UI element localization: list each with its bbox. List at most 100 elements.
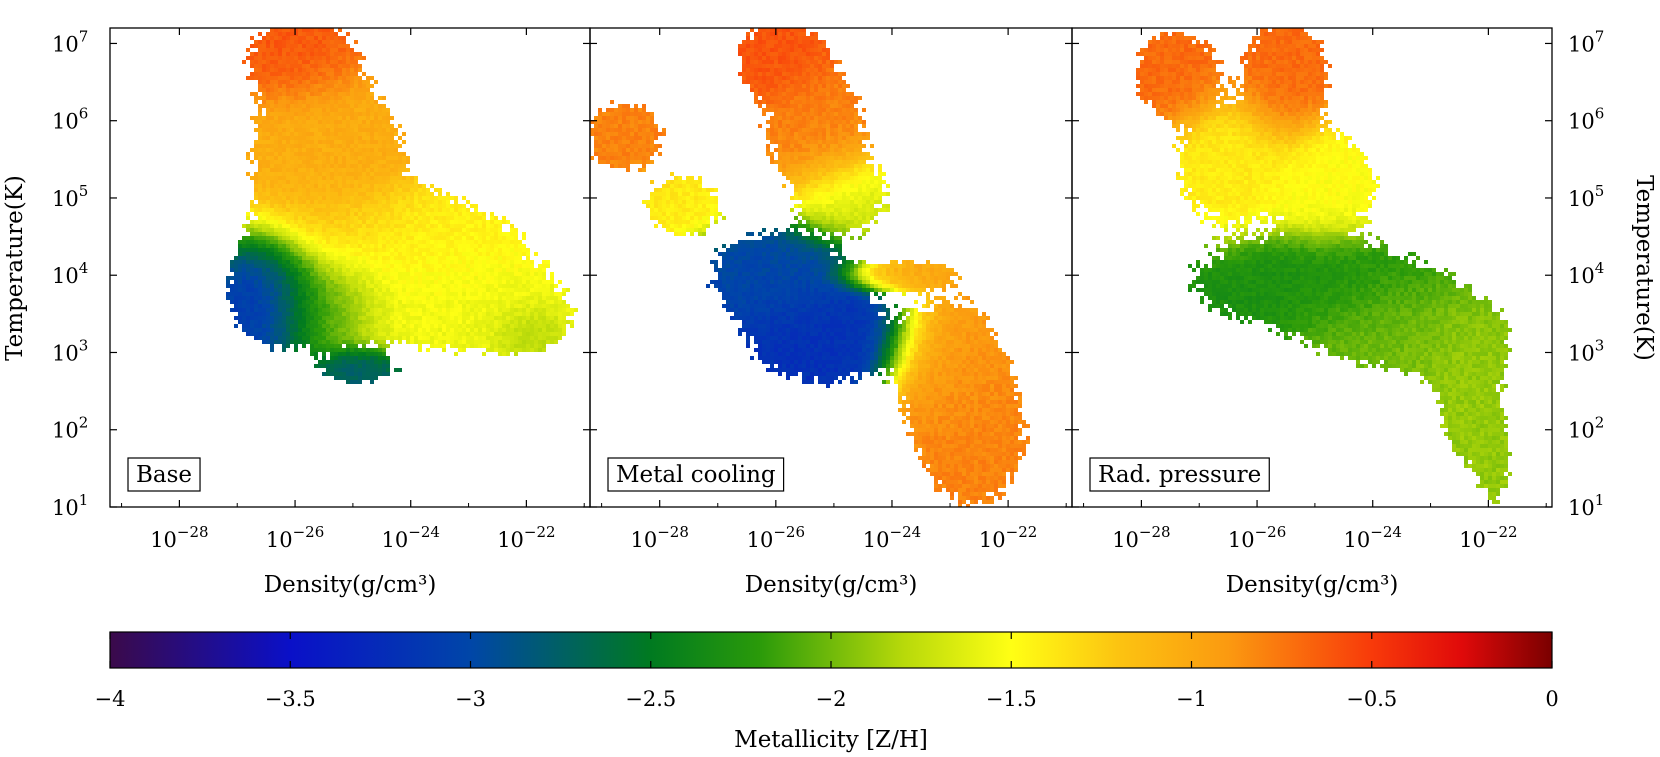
heatmap-cell <box>354 164 358 168</box>
heatmap-cell <box>266 280 270 284</box>
heatmap-cell <box>346 284 350 288</box>
heatmap-cell <box>630 120 634 124</box>
heatmap-cell <box>414 336 418 340</box>
heatmap-cell <box>434 204 438 208</box>
heatmap-cell <box>366 236 370 240</box>
heatmap-cell <box>778 28 782 32</box>
heatmap-cell <box>298 88 302 92</box>
heatmap-cell <box>398 212 402 216</box>
heatmap-cell <box>302 36 306 40</box>
heatmap-cell <box>342 52 346 56</box>
heatmap-cell <box>326 316 330 320</box>
heatmap-cell <box>314 152 318 156</box>
heatmap-cell <box>326 340 330 344</box>
heatmap-cell <box>354 220 358 224</box>
heatmap-cell <box>338 96 342 100</box>
heatmap-cell <box>266 96 270 100</box>
heatmap-cell <box>290 292 294 296</box>
heatmap-cell <box>362 88 366 92</box>
heatmap-cell <box>762 72 766 76</box>
heatmap-cell <box>310 140 314 144</box>
heatmap-cell <box>458 216 462 220</box>
heatmap-cell <box>350 328 354 332</box>
heatmap-cell <box>430 308 434 312</box>
heatmap-cell <box>278 276 282 280</box>
heatmap-cell <box>386 328 390 332</box>
heatmap-cell <box>778 44 782 48</box>
heatmap-cell <box>786 120 790 124</box>
heatmap-cell <box>286 256 290 260</box>
heatmap-cell <box>550 332 554 336</box>
heatmap-cell <box>298 324 302 328</box>
heatmap-cell <box>482 304 486 308</box>
heatmap-cell <box>414 280 418 284</box>
heatmap-cell <box>550 276 554 280</box>
heatmap-cell <box>802 48 806 52</box>
heatmap-cell <box>354 380 358 384</box>
heatmap-cell <box>274 124 278 128</box>
heatmap-cell <box>850 96 854 100</box>
heatmap-cell <box>278 84 282 88</box>
heatmap-cell <box>310 44 314 48</box>
heatmap-cell <box>262 224 266 228</box>
heatmap-cell <box>542 292 546 296</box>
heatmap-cell <box>470 256 474 260</box>
heatmap-cell <box>270 92 274 96</box>
heatmap-cell <box>526 296 530 300</box>
heatmap-cell <box>446 272 450 276</box>
heatmap-cell <box>282 348 286 352</box>
heatmap-cell <box>386 200 390 204</box>
heatmap-cell <box>546 316 550 320</box>
heatmap-cell <box>594 120 598 124</box>
heatmap-cell <box>462 304 466 308</box>
heatmap-cell <box>310 52 314 56</box>
heatmap-cell <box>302 292 306 296</box>
heatmap-cell <box>454 204 458 208</box>
heatmap-cell <box>362 112 366 116</box>
heatmap-cell <box>798 44 802 48</box>
heatmap-cell <box>782 112 786 116</box>
heatmap-cell <box>774 116 778 120</box>
heatmap-cell <box>274 176 278 180</box>
heatmap-cell <box>354 108 358 112</box>
heatmap-cell <box>486 276 490 280</box>
heatmap-cell <box>354 324 358 328</box>
heatmap-cell <box>378 312 382 316</box>
heatmap-cell <box>290 228 294 232</box>
heatmap-cell <box>430 288 434 292</box>
heatmap-cell <box>262 124 266 128</box>
heatmap-cell <box>502 252 506 256</box>
heatmap-cell <box>510 288 514 292</box>
heatmap-cell <box>766 88 770 92</box>
heatmap-cell <box>338 236 342 240</box>
heatmap-cell <box>342 376 346 380</box>
heatmap-cell <box>342 276 346 280</box>
heatmap-cell <box>290 76 294 80</box>
heatmap-cell <box>338 320 342 324</box>
heatmap-cell <box>410 288 414 292</box>
heatmap-cell <box>306 324 310 328</box>
heatmap-cell <box>510 240 514 244</box>
heatmap-cell <box>342 120 346 124</box>
heatmap-cell <box>402 260 406 264</box>
heatmap-cell <box>474 300 478 304</box>
heatmap-cell <box>370 172 374 176</box>
heatmap-cell <box>342 340 346 344</box>
heatmap-cell <box>538 296 542 300</box>
heatmap-cell <box>338 296 342 300</box>
heatmap-cell <box>458 276 462 280</box>
heatmap-cell <box>762 56 766 60</box>
heatmap-cell <box>422 280 426 284</box>
heatmap-cell <box>434 288 438 292</box>
heatmap-cell <box>278 108 282 112</box>
heatmap-cell <box>334 160 338 164</box>
heatmap-cell <box>418 324 422 328</box>
heatmap-cell <box>642 120 646 124</box>
heatmap-cell <box>378 172 382 176</box>
heatmap-cell <box>642 104 646 108</box>
heatmap-cell <box>506 244 510 248</box>
heatmap-cell <box>486 232 490 236</box>
heatmap-cell <box>366 364 370 368</box>
heatmap-cell <box>474 332 478 336</box>
heatmap-cell <box>546 296 550 300</box>
